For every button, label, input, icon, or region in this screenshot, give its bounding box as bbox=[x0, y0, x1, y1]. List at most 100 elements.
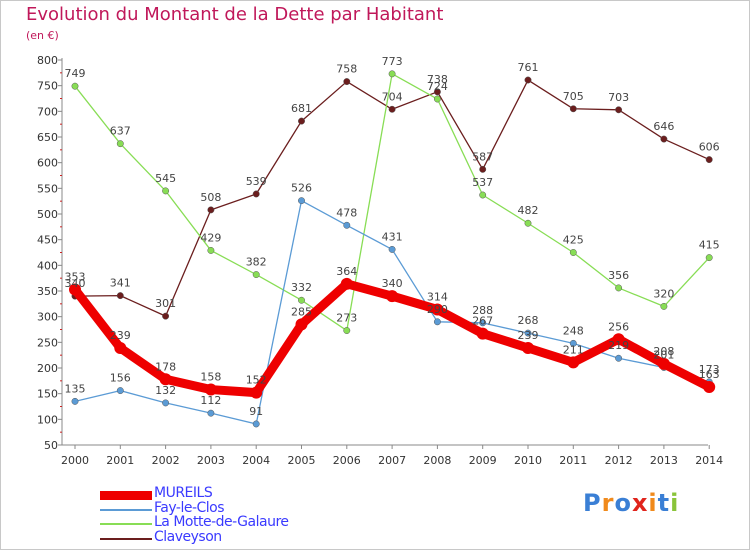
data-label: 482 bbox=[518, 204, 539, 217]
data-point bbox=[116, 140, 124, 148]
y-tick-label: 700 bbox=[37, 105, 58, 118]
data-point bbox=[657, 357, 670, 370]
data-point bbox=[612, 333, 625, 346]
data-label: 91 bbox=[249, 405, 263, 418]
data-label: 163 bbox=[699, 368, 720, 381]
x-tick-label: 2014 bbox=[695, 454, 723, 467]
y-tick-label: 350 bbox=[37, 285, 58, 298]
data-label: 356 bbox=[608, 269, 629, 282]
data-label: 761 bbox=[518, 61, 539, 74]
x-tick-label: 2002 bbox=[152, 454, 180, 467]
data-point bbox=[388, 245, 396, 253]
data-label: 537 bbox=[472, 176, 493, 189]
data-label: 248 bbox=[563, 324, 584, 337]
y-tick-label: 750 bbox=[37, 80, 58, 93]
legend-swatch bbox=[100, 490, 152, 500]
data-label: 606 bbox=[699, 141, 720, 154]
data-point bbox=[569, 105, 577, 113]
data-point bbox=[252, 420, 260, 428]
data-point bbox=[250, 386, 263, 399]
data-label: 340 bbox=[382, 277, 403, 290]
data-point bbox=[252, 190, 260, 198]
logo-letter: i bbox=[670, 489, 680, 517]
data-label: 314 bbox=[427, 290, 448, 303]
data-label: 382 bbox=[246, 256, 267, 269]
data-label: 587 bbox=[472, 150, 493, 163]
data-label: 112 bbox=[200, 394, 221, 407]
data-label: 173 bbox=[699, 363, 720, 376]
y-tick-label: 650 bbox=[37, 131, 58, 144]
data-label: 773 bbox=[382, 55, 403, 68]
data-point bbox=[433, 88, 441, 96]
x-tick-label: 2009 bbox=[469, 454, 497, 467]
legend-swatch bbox=[100, 537, 152, 540]
data-point bbox=[71, 397, 79, 405]
data-point bbox=[159, 373, 172, 386]
data-point bbox=[660, 135, 668, 143]
data-label: 429 bbox=[200, 231, 221, 244]
y-tick-label: 600 bbox=[37, 157, 58, 170]
y-tick-label: 800 bbox=[37, 54, 58, 67]
logo-letter: P bbox=[583, 489, 602, 517]
data-point bbox=[615, 284, 623, 292]
data-label: 135 bbox=[65, 382, 86, 395]
data-label: 353 bbox=[65, 270, 86, 283]
data-point bbox=[705, 156, 713, 164]
data-point bbox=[479, 191, 487, 199]
data-point bbox=[569, 249, 577, 256]
data-point bbox=[295, 318, 308, 331]
data-label: 273 bbox=[336, 312, 357, 325]
data-point bbox=[343, 221, 351, 229]
x-tick-label: 2008 bbox=[423, 454, 451, 467]
x-tick-label: 2001 bbox=[106, 454, 134, 467]
data-label: 211 bbox=[563, 343, 584, 356]
x-tick-label: 2000 bbox=[61, 454, 89, 467]
y-tick-label: 250 bbox=[37, 336, 58, 349]
data-label: 703 bbox=[608, 91, 629, 104]
chart-unit: (en €) bbox=[26, 29, 59, 42]
data-label: 646 bbox=[653, 120, 674, 133]
data-point bbox=[476, 327, 489, 340]
data-label: 341 bbox=[110, 277, 131, 290]
data-label: 508 bbox=[200, 191, 221, 204]
data-label: 256 bbox=[608, 320, 629, 333]
data-label: 158 bbox=[200, 371, 221, 384]
y-tick-label: 400 bbox=[37, 259, 58, 272]
logo-letter: r bbox=[601, 489, 615, 517]
data-point bbox=[162, 187, 170, 195]
data-label: 288 bbox=[472, 304, 493, 317]
data-point bbox=[386, 290, 399, 303]
y-tick-label: 150 bbox=[37, 388, 58, 401]
data-label: 478 bbox=[336, 206, 357, 219]
x-tick-label: 2003 bbox=[197, 454, 225, 467]
data-label: 539 bbox=[246, 175, 267, 188]
data-label: 705 bbox=[563, 90, 584, 103]
data-label: 290 bbox=[427, 303, 448, 316]
data-label: 431 bbox=[382, 230, 403, 243]
data-label: 267 bbox=[472, 315, 493, 328]
data-point bbox=[69, 283, 81, 296]
y-tick-label: 200 bbox=[37, 362, 58, 375]
data-point bbox=[298, 296, 305, 304]
data-label: 239 bbox=[518, 329, 539, 342]
data-label: 724 bbox=[427, 80, 448, 93]
data-point bbox=[71, 82, 79, 90]
data-label: 208 bbox=[653, 345, 674, 358]
data-label: 340 bbox=[65, 277, 86, 290]
data-point bbox=[388, 70, 396, 78]
data-label: 332 bbox=[291, 281, 312, 294]
data-label: 152 bbox=[246, 374, 267, 387]
data-point bbox=[431, 303, 444, 316]
data-point bbox=[705, 254, 713, 262]
series-layer bbox=[69, 70, 716, 428]
x-tick-label: 2004 bbox=[242, 454, 270, 467]
data-point bbox=[340, 277, 353, 290]
x-tick-label: 2011 bbox=[559, 454, 587, 467]
data-point bbox=[522, 341, 534, 354]
data-point bbox=[660, 302, 668, 310]
x-tick-label: 2006 bbox=[333, 454, 361, 467]
data-label: 320 bbox=[653, 287, 674, 300]
data-label: 704 bbox=[382, 90, 403, 103]
data-label: 285 bbox=[291, 305, 312, 318]
data-label: 425 bbox=[563, 234, 584, 247]
